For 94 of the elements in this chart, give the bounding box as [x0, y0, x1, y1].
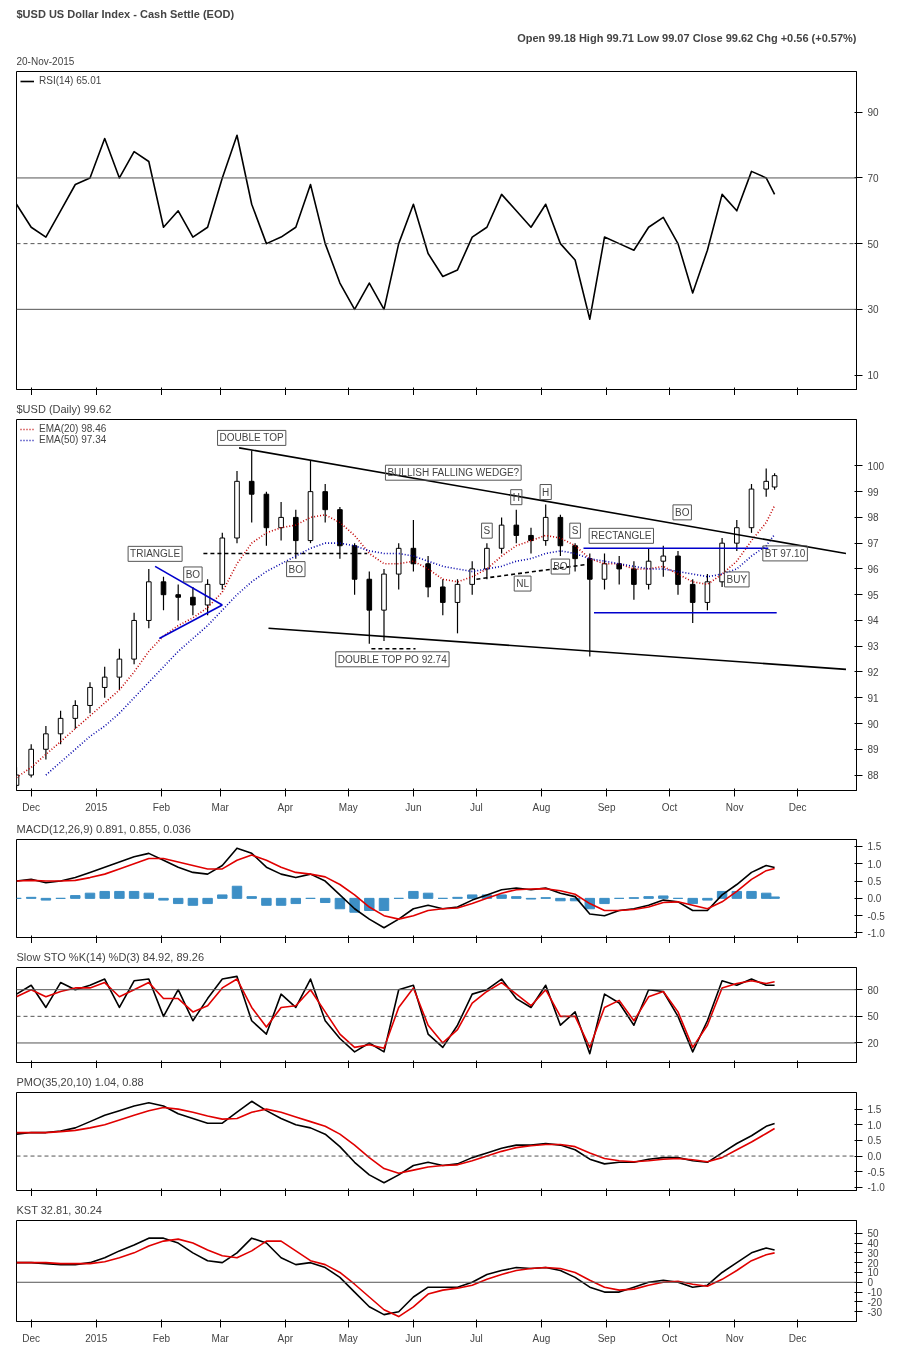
chart-title: $USD (Daily) 99.62: [16, 402, 112, 415]
x-tick-label: Jun: [405, 801, 422, 813]
y-tick-label: 50: [867, 1011, 880, 1023]
annotation: S: [571, 525, 579, 537]
y-tick-label: 99: [867, 486, 880, 498]
y-tick-label: -30: [867, 1306, 883, 1318]
legend-label: EMA(20) 98.46: [39, 423, 107, 434]
chart-title: $USD US Dollar Index - Cash Settle (EOD): [16, 7, 235, 20]
y-tick-label: 98: [867, 512, 880, 524]
y-tick-label: 1.5: [867, 841, 882, 853]
y-tick-label: 0.5: [867, 876, 882, 888]
y-tick-label: 94: [867, 615, 880, 627]
chart-title: PMO(35,20,10) 1.04, 0.88: [16, 1075, 144, 1088]
annotation: BO: [288, 563, 304, 575]
y-tick-label: 93: [867, 641, 880, 653]
x-tick-label: Nov: [725, 801, 744, 813]
x-tick-label: Jul: [470, 801, 483, 813]
annotation: RECTANGLE: [591, 530, 652, 542]
annotation: BO: [674, 506, 690, 518]
x-tick-label: Apr: [277, 1332, 294, 1344]
y-tick-label: 92: [867, 666, 880, 678]
x-tick-label: Nov: [725, 1332, 744, 1344]
x-tick-label: May: [338, 1332, 358, 1344]
annotation: BT 97.10: [764, 547, 806, 559]
x-tick-label: Oct: [661, 801, 678, 813]
y-tick-label: -20: [867, 1296, 883, 1308]
x-tick-label: Feb: [152, 801, 171, 813]
x-tick-label: Dec: [788, 801, 807, 813]
x-tick-label: Aug: [532, 801, 551, 813]
y-tick-label: 100: [867, 460, 885, 472]
chart-title: Slow STO %K(14) %D(3) 84.92, 89.26: [16, 950, 204, 963]
annotation: BULLISH FALLING WEDGE?: [387, 467, 520, 479]
x-tick-label: Dec: [22, 1332, 41, 1344]
y-tick-label: 50: [867, 238, 880, 250]
y-tick-label: 30: [867, 304, 880, 316]
y-tick-label: 90: [867, 718, 880, 730]
y-tick-label: 1.0: [867, 1119, 882, 1131]
annotation: TRIANGLE: [130, 548, 181, 560]
y-tick-label: 89: [867, 744, 880, 756]
y-tick-label: 80: [867, 984, 880, 996]
annotation: DOUBLE TOP PO 92.74: [337, 653, 448, 665]
chart-title: KST 32.81, 30.24: [16, 1203, 102, 1216]
annotation: H: [542, 486, 550, 498]
x-tick-label: Aug: [532, 1332, 551, 1344]
y-tick-label: 70: [867, 172, 880, 184]
y-tick-label: -1.0: [867, 928, 886, 939]
y-tick-label: -10: [867, 1287, 883, 1299]
y-tick-label: 1.5: [867, 1104, 882, 1116]
y-tick-label: 30: [867, 1247, 880, 1259]
annotation: BO: [553, 561, 568, 573]
x-tick-label: Dec: [22, 801, 41, 813]
annotation: BUY: [726, 573, 748, 585]
y-tick-label: 10: [867, 370, 880, 382]
x-tick-label: Mar: [211, 1332, 230, 1344]
y-tick-label: 91: [867, 692, 880, 704]
annotation: S: [483, 525, 491, 537]
y-tick-label: 40: [867, 1238, 880, 1250]
y-tick-label: -1.0: [867, 1182, 886, 1194]
x-tick-label: Mar: [211, 801, 230, 813]
x-tick-label: 2015: [85, 1332, 108, 1344]
x-tick-label: Sep: [597, 801, 616, 813]
x-tick-label: Jul: [470, 1332, 483, 1344]
annotation: BO: [185, 568, 201, 580]
y-tick-label: 20: [867, 1037, 880, 1049]
legend-label: RSI(14) 65.01: [39, 75, 102, 86]
text: 20-Nov-2015: [16, 55, 75, 67]
y-tick-label: 10: [867, 1267, 880, 1279]
y-tick-label: 0.5: [867, 1135, 882, 1147]
y-tick-label: 20: [867, 1257, 880, 1269]
y-tick-label: 90: [867, 107, 880, 119]
y-tick-label: 1.0: [867, 858, 882, 870]
x-tick-label: Apr: [277, 801, 294, 813]
chart-title: MACD(12,26,9) 0.891, 0.855, 0.036: [16, 822, 191, 835]
y-tick-label: -0.5: [867, 910, 886, 922]
annotation: DOUBLE TOP: [219, 432, 284, 444]
x-tick-label: Feb: [152, 1332, 171, 1344]
x-tick-label: Dec: [788, 1332, 807, 1344]
legend-label: EMA(50) 97.34: [39, 434, 107, 445]
x-tick-label: 2015: [85, 801, 108, 813]
x-tick-label: Sep: [597, 1332, 616, 1344]
x-tick-label: Jun: [405, 1332, 422, 1344]
y-tick-label: -0.5: [867, 1166, 886, 1178]
y-tick-label: 88: [867, 770, 880, 782]
y-tick-label: 97: [867, 538, 880, 550]
y-tick-label: 95: [867, 589, 880, 601]
chart-subtitle: Open 99.18 High 99.71 Low 99.07 Close 99.62 Chg +0.56 (+0.57%): [517, 31, 857, 44]
x-tick-label: Oct: [661, 1332, 678, 1344]
annotation: NL: [516, 578, 530, 590]
y-tick-label: 50: [867, 1228, 880, 1240]
x-tick-label: May: [338, 801, 358, 813]
y-tick-label: 96: [867, 563, 880, 575]
y-tick-label: 0.0: [867, 1151, 882, 1163]
y-tick-label: 0: [867, 1277, 874, 1289]
y-tick-label: 0.0: [867, 893, 882, 905]
